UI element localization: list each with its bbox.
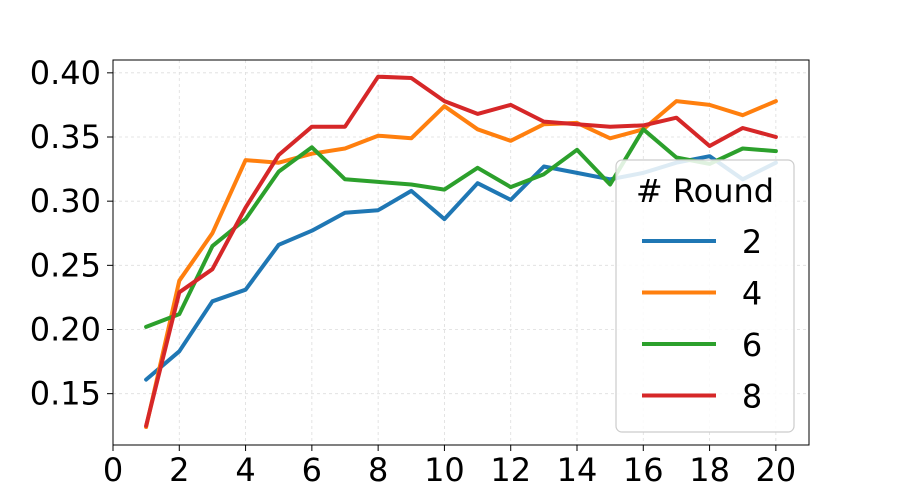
plot-frame [112,59,810,446]
x-tick-label: 20 [755,451,796,489]
x-tick-label: 6 [302,451,322,489]
x-tick-label: 12 [490,451,531,489]
x-tick-label: 4 [235,451,255,489]
legend-title: # Round [636,172,774,210]
legend-label-6: 6 [742,326,762,364]
legend: # Round 2 4 6 8 [615,159,795,433]
x-tick-label: 16 [623,451,664,489]
series-line-4 [144,99,778,429]
axis-layer: 0 2 4 6 8 10 12 14 16 18 20 0.15 0.20 0.25 0.30 0.35 0.4… [30,54,796,489]
y-tick-label: 0.20 [30,311,101,349]
x-tick-label: 2 [169,451,189,489]
x-tick-label: 14 [557,451,598,489]
x-tick-label: 10 [424,451,465,489]
y-tick-label: 0.30 [30,182,101,220]
series-line-8 [144,74,778,428]
y-tick-label: 0.25 [30,246,101,284]
x-tick-label: 18 [689,451,730,489]
x-tick-label: 0 [103,451,123,489]
y-tick-label: 0.40 [30,54,101,92]
x-tick-label: 8 [368,451,388,489]
legend-box [615,159,795,433]
legend-label-2: 2 [742,223,762,261]
series-line-6 [144,127,778,329]
legend-label-8: 8 [742,378,762,416]
y-tick-label: 0.35 [30,118,101,156]
y-tick-label: 0.15 [30,375,101,413]
legend-label-4: 4 [742,275,762,313]
